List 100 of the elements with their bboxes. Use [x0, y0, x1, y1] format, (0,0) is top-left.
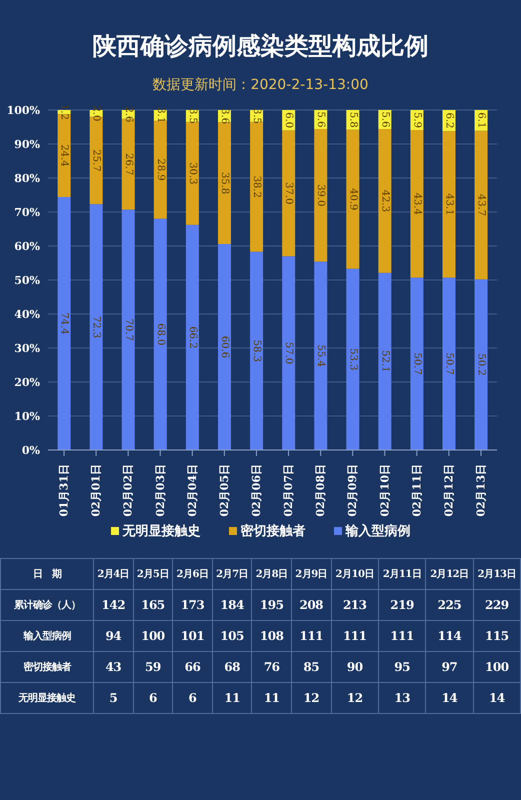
x-tick-label: 02月12日: [442, 464, 456, 517]
data-label: 60.6: [218, 336, 230, 358]
data-label: 105: [212, 620, 252, 652]
category-label: 2月10日: [331, 558, 378, 590]
chart-subtitle: 数据更新时间：2020-2-13-13:00: [152, 76, 370, 94]
data-label: 6.1: [476, 112, 487, 128]
data-label: 1.2: [58, 104, 70, 120]
y-tick-label: 70%: [14, 206, 41, 219]
data-label: 43.1: [443, 193, 454, 216]
category-label: 2月9日: [291, 558, 332, 590]
y-tick-label: 30%: [14, 342, 41, 355]
bar: [346, 130, 360, 269]
x-tick-label: 02月06日: [250, 464, 263, 517]
legend-label: 无明显接触史: [121, 522, 200, 540]
data-label: 2.0: [90, 105, 102, 122]
data-label: 25.7: [90, 149, 102, 172]
x-tick-label: 02月05日: [218, 464, 231, 517]
data-label: 59: [133, 652, 173, 682]
data-label: 50.7: [443, 352, 454, 375]
data-label: 74.4: [58, 312, 70, 335]
data-label: 68.0: [154, 323, 166, 346]
data-label: 213: [331, 590, 378, 620]
data-label: 14: [473, 682, 520, 714]
data-label: 5.8: [347, 112, 358, 128]
data-label: 173: [172, 590, 212, 620]
category-label: 2月12日: [426, 558, 474, 590]
category-label: 2月5日: [133, 558, 173, 590]
data-label: 95: [378, 652, 426, 682]
y-tick-label: 0%: [22, 444, 41, 457]
data-label: 229: [473, 590, 520, 620]
bar: [186, 122, 199, 225]
data-label: 55.4: [315, 344, 326, 367]
data-label: 50.2: [476, 354, 487, 376]
data-label: 26.7: [122, 153, 134, 176]
data-label: 50.7: [411, 352, 422, 375]
data-label: 37.0: [283, 182, 294, 204]
data-label: 5.6: [315, 112, 326, 128]
data-label: 13: [378, 682, 426, 714]
data-label: 3.5: [251, 108, 262, 124]
data-label: 184: [212, 590, 252, 620]
bar: [410, 278, 424, 450]
data-label: 28.9: [154, 158, 166, 181]
data-label: 94: [94, 620, 134, 652]
category-label: 2月11日: [378, 558, 426, 590]
bar: [250, 122, 264, 252]
x-tick-label: 02月02日: [122, 464, 135, 517]
chart-title: 陕西确诊病例感染类型构成比例: [92, 31, 430, 62]
bar: [218, 122, 231, 244]
data-label: 35.8: [218, 172, 230, 194]
data-label: 111: [378, 620, 426, 652]
data-label: 208: [291, 590, 332, 620]
bar: [346, 268, 360, 450]
data-label: 5: [94, 682, 134, 714]
data-label: 6: [172, 682, 212, 714]
x-tick-label: 02月09日: [346, 464, 360, 517]
bar: [378, 272, 392, 450]
data-label: 3.6: [218, 108, 230, 124]
data-label: 195: [252, 590, 292, 620]
data-label: 2.6: [122, 106, 134, 122]
data-label: 85: [291, 652, 332, 682]
data-label: 39.0: [315, 184, 326, 206]
data-label: 58.3: [251, 340, 262, 362]
data-label: 111: [331, 620, 378, 652]
data-label: 52.1: [379, 350, 390, 373]
category-label: 2月6日: [172, 558, 212, 590]
bar: [90, 204, 103, 450]
data-label: 3.5: [186, 108, 198, 124]
data-label: 76: [252, 652, 292, 682]
data-label: 90: [331, 652, 378, 682]
category-label: 2月13日: [473, 558, 520, 590]
y-tick-label: 100%: [6, 104, 41, 117]
y-tick-label: 20%: [14, 376, 41, 389]
legend-label: 输入型病例: [344, 522, 410, 540]
bar: [58, 197, 71, 450]
data-label: 43.7: [476, 194, 487, 216]
data-label: 12: [291, 682, 332, 714]
data-label: 114: [426, 620, 474, 652]
x-tick-label: 02月07日: [282, 464, 296, 517]
data-label: 53.3: [347, 348, 358, 371]
data-label: 108: [252, 620, 292, 652]
bar: [474, 130, 488, 280]
text: 密切接触者: [0, 652, 94, 682]
bar: [410, 130, 424, 278]
x-tick-label: 02月03日: [154, 464, 167, 517]
legend-label: 密切接触者: [240, 522, 306, 540]
data-label: 219: [378, 590, 426, 620]
text: 日 期: [0, 558, 94, 590]
bar: [154, 218, 167, 450]
data-label: 43.4: [411, 192, 422, 215]
bar: [442, 278, 456, 450]
category-label: 2月8日: [252, 558, 292, 590]
bar: [474, 279, 488, 450]
category-label: 2月7日: [212, 558, 252, 590]
data-label: 142: [94, 590, 134, 620]
data-label: 42.3: [379, 190, 390, 212]
bar: [186, 224, 199, 450]
data-label: 115: [473, 620, 520, 652]
bar: [282, 256, 296, 450]
x-tick-label: 02月10日: [378, 464, 392, 517]
x-tick-label: 02月04日: [186, 464, 199, 517]
